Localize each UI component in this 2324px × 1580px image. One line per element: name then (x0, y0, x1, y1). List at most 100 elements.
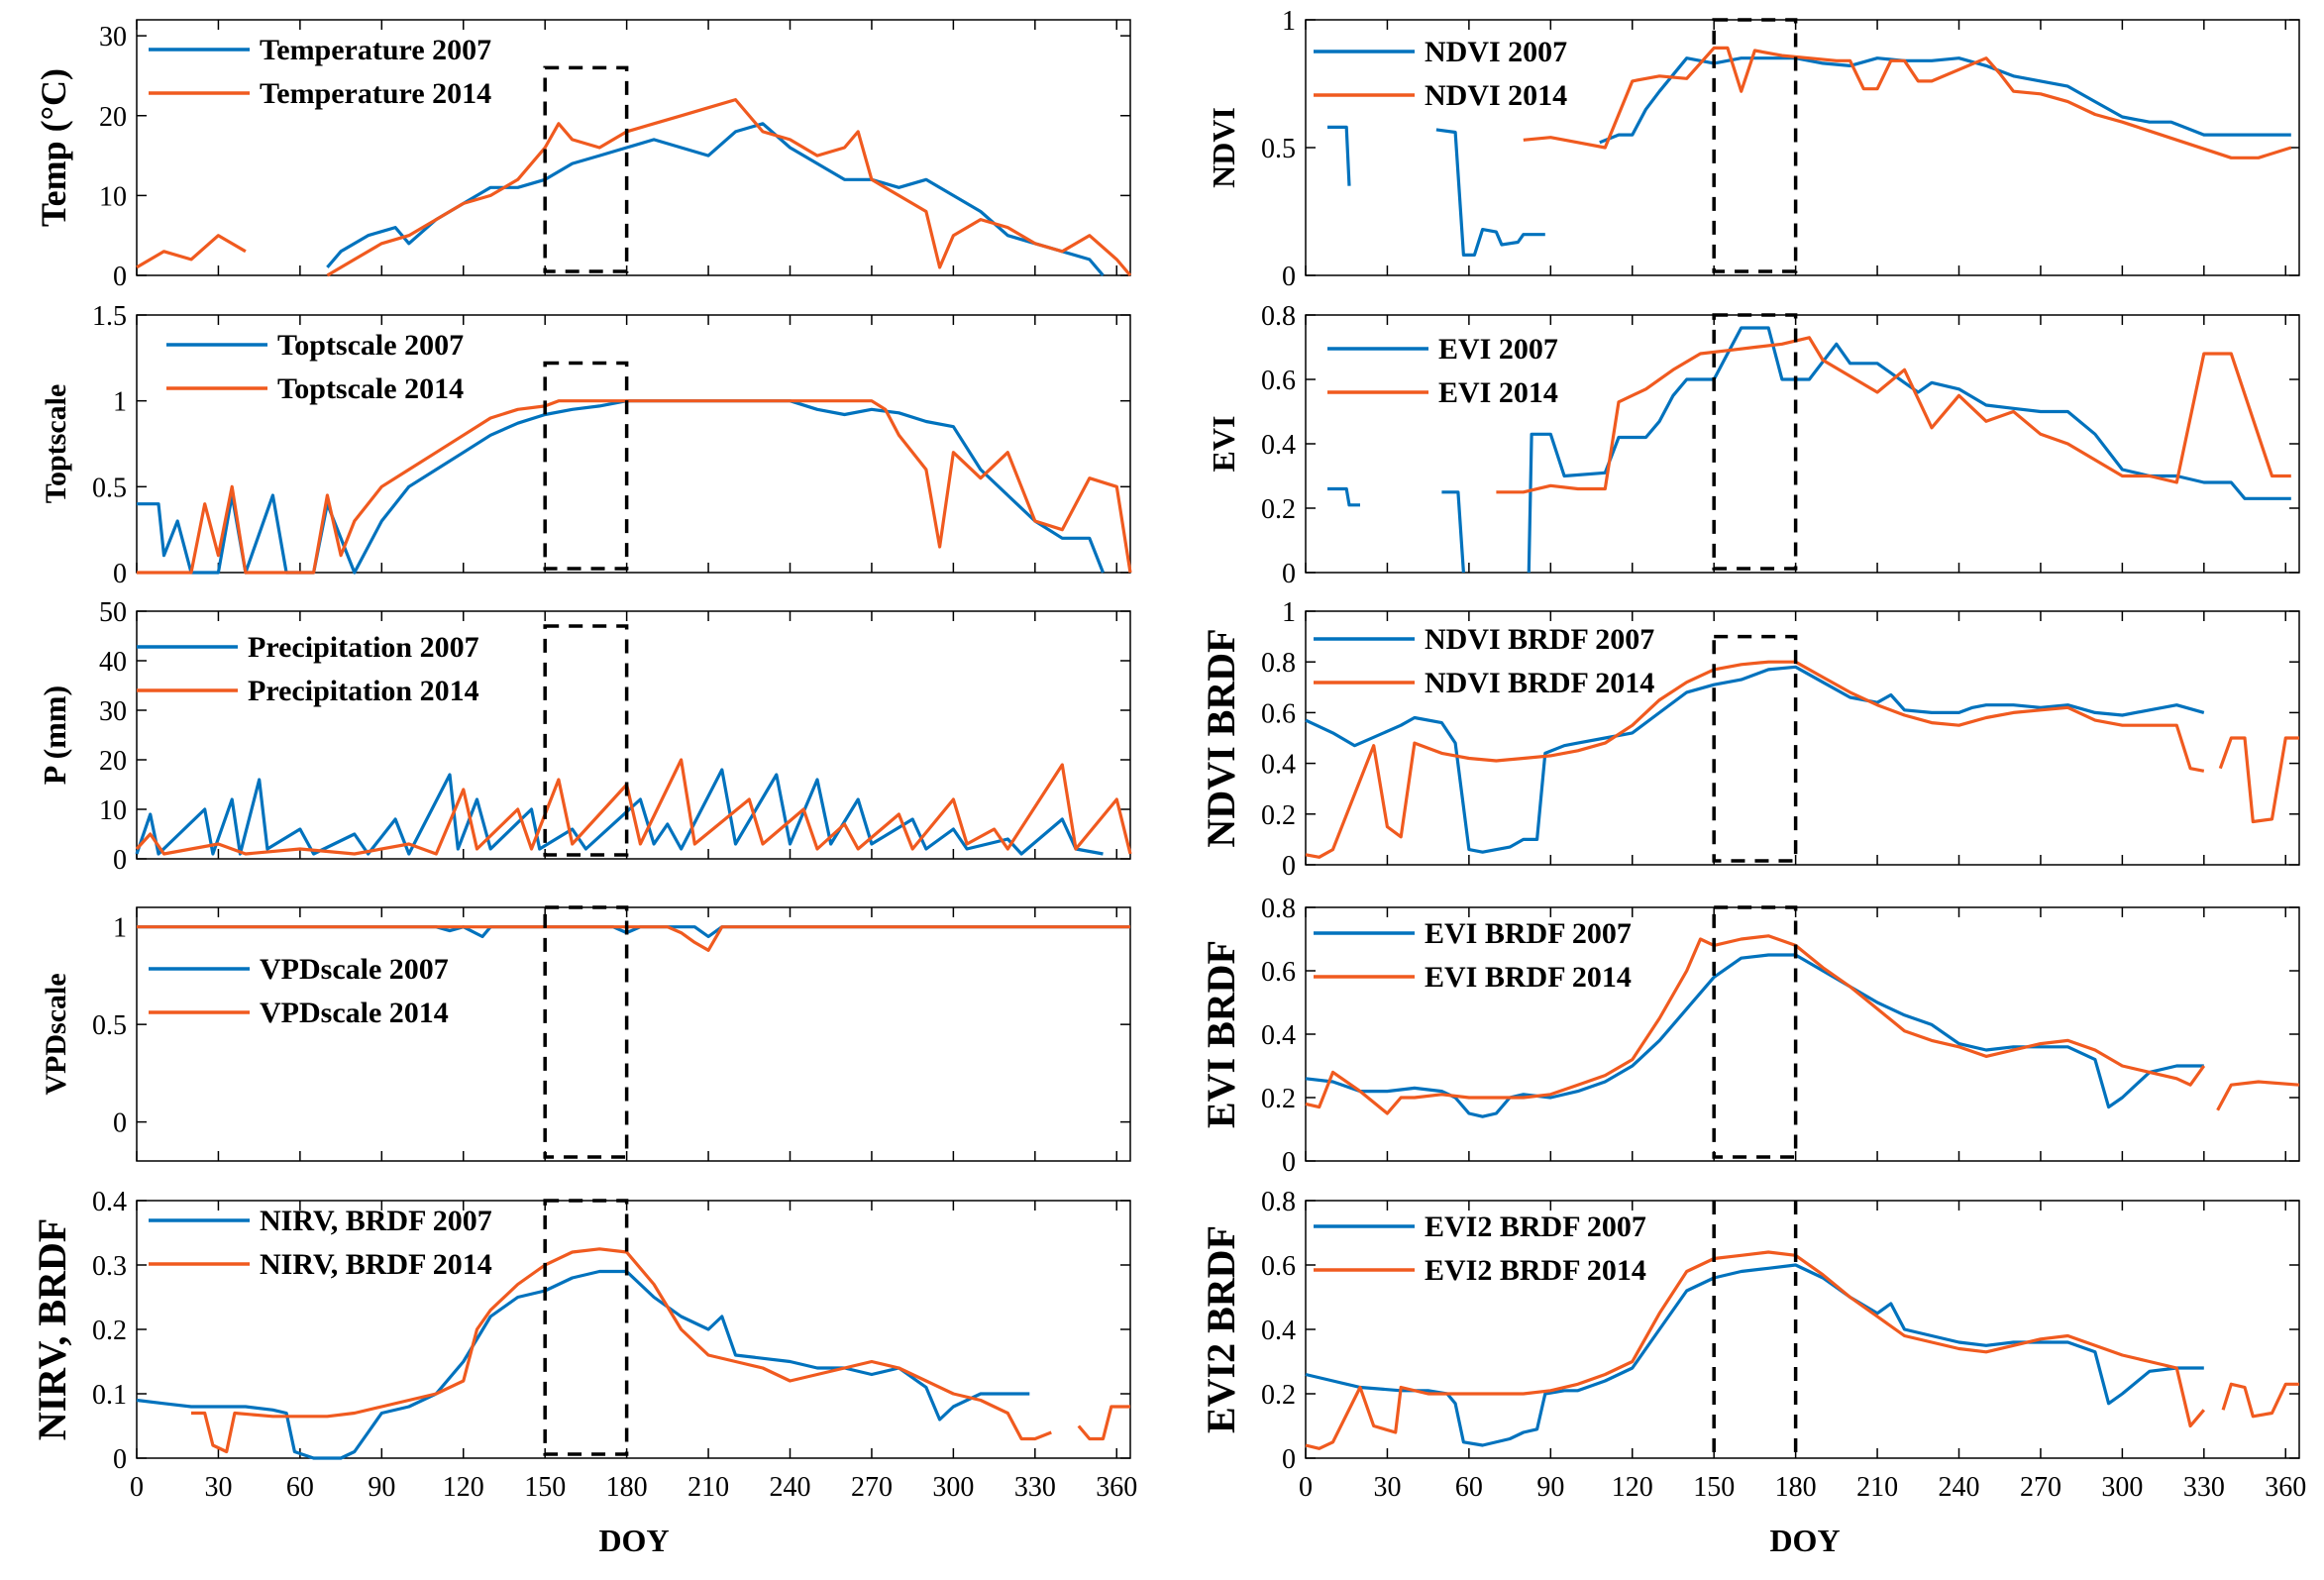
series-line-2007 (1599, 56, 2291, 145)
x-tick-label: 300 (932, 1472, 974, 1503)
y-tick-label: 50 (99, 597, 127, 628)
y-tick-label: 0 (113, 559, 127, 589)
y-axis-label: EVI BRDF (1199, 940, 1243, 1128)
series-line-2014 (137, 925, 1130, 952)
axes-frame (136, 610, 1131, 860)
y-axis-label: P (mm) (37, 685, 72, 785)
y-tick-label: 0.2 (1261, 800, 1296, 831)
series-line-2014 (1077, 1405, 1130, 1441)
panel-precipitation: 0 10 20 30 40 50 P (mm) Precipitation 2007 Preci… (37, 597, 1132, 876)
y-tick-label: 0.2 (1261, 1084, 1296, 1114)
highlight-box (1712, 634, 1798, 863)
y-tick-label: 0.3 (92, 1251, 127, 1282)
x-tick-label: 30 (1373, 1472, 1401, 1503)
series-line-2007 (1527, 326, 2291, 574)
x-tick-label: 270 (2020, 1472, 2061, 1503)
legend-label: Temperature 2007 (260, 34, 491, 66)
y-tick-label: 30 (99, 696, 127, 727)
y-tick-label: 0.1 (92, 1380, 127, 1411)
legend-label: VPDscale 2007 (260, 953, 449, 986)
panel-temperature: 0 10 20 30 Temp (°C) Temperature 2007 Temperat… (34, 19, 1132, 292)
series-line-2014 (1523, 46, 2292, 159)
series-line-2014 (136, 234, 247, 269)
y-tick-label: 0 (1282, 1444, 1296, 1475)
x-tick-label: 0 (130, 1472, 144, 1503)
y-tick-label: 0.5 (92, 1010, 127, 1041)
panel-evi: 0 0.2 0.4 0.6 0.8 EVI EVI 2007 EVI 2014 (1206, 301, 2300, 589)
panel-evi2-brdf: 0 0.2 0.4 0.6 0.8 0 30 60 90 120 150 180 210 240 270 30… (1199, 1187, 2306, 1503)
y-tick-label: 0 (1282, 559, 1296, 589)
legend-label: NDVI BRDF 2007 (1425, 623, 1654, 656)
y-tick-label: 0.5 (92, 473, 127, 503)
y-axis-label: Temp (°C) (34, 68, 73, 227)
x-tick-label: 30 (204, 1472, 232, 1503)
legend-label: Temperature 2014 (260, 77, 491, 110)
x-tick-label: 360 (1096, 1472, 1137, 1503)
series-line-2014 (191, 1247, 1052, 1454)
y-tick-label: 1 (113, 913, 127, 944)
y-tick-label: 0.5 (1261, 134, 1296, 164)
y-tick-label: 0.2 (1261, 494, 1296, 525)
y-tick-label: 10 (99, 795, 127, 826)
panel-ndvi: 0 0.5 1 NDVI NDVI 2007 NDVI 2014 (1206, 6, 2300, 292)
panel-toptscale: 0 0.5 1 1.5 Toptscale Toptscale 2007 Toptscale… (40, 301, 1132, 589)
y-tick-label: 0 (113, 262, 127, 292)
y-tick-label: 1.5 (92, 301, 127, 332)
legend-label: NDVI 2007 (1425, 36, 1567, 68)
x-tick-label: 0 (1299, 1472, 1313, 1503)
y-tick-label: 0.6 (1261, 1251, 1296, 1282)
series-line-2007 (1305, 953, 2204, 1118)
highlight-box (543, 905, 629, 1159)
y-axis-label: NDVI (1206, 107, 1241, 188)
y-tick-label: 0 (113, 845, 127, 876)
y-tick-label: 20 (99, 102, 127, 133)
legend-label: NIRV, BRDF 2007 (260, 1205, 492, 1237)
y-tick-label: 0.2 (92, 1316, 127, 1346)
highlight-box (1712, 905, 1798, 1159)
y-tick-label: 1 (1282, 597, 1296, 628)
series-line-2007 (1441, 490, 1465, 574)
highlight-box (543, 1199, 629, 1456)
y-tick-label: 0 (113, 1108, 127, 1139)
y-axis-label: NDVI BRDF (1199, 628, 1243, 847)
series-line-2007 (1435, 128, 1545, 257)
y-tick-label: 0.4 (1261, 750, 1296, 781)
y-tick-label: 0 (113, 1444, 127, 1475)
series-line-2014 (137, 399, 1132, 575)
legend-label: NDVI BRDF 2014 (1425, 667, 1654, 699)
y-tick-label: 0.4 (1261, 430, 1296, 461)
x-tick-label: 240 (1939, 1472, 1980, 1503)
x-tick-label: 210 (687, 1472, 729, 1503)
series-line-2014 (1305, 660, 2205, 859)
y-tick-label: 1 (113, 387, 127, 418)
legend-label: NIRV, BRDF 2014 (260, 1248, 492, 1281)
x-tick-label: 120 (443, 1472, 484, 1503)
legend-label: Toptscale 2014 (277, 372, 464, 405)
series-line-2014 (1496, 336, 2291, 494)
y-tick-label: 0.4 (92, 1187, 127, 1217)
x-axis-label-right: DOY (1769, 1523, 1840, 1558)
x-axis-label-left: DOY (598, 1523, 669, 1558)
y-tick-label: 0.8 (1261, 301, 1296, 332)
panel-vpdscale: 0 0.5 1 VPDscale VPDscale 2007 VPDscale 2014 (40, 905, 1131, 1162)
highlight-box (543, 624, 629, 857)
highlight-box (543, 65, 629, 273)
y-tick-label: 0.6 (1261, 366, 1296, 396)
y-axis-label: VPDscale (40, 973, 72, 1095)
y-tick-label: 30 (99, 22, 127, 53)
legend-label: EVI BRDF 2007 (1425, 917, 1632, 950)
x-tick-label: 60 (1455, 1472, 1483, 1503)
series-line-2007 (136, 1269, 1030, 1460)
series-line-2014 (2221, 1382, 2299, 1419)
legend-label: Toptscale 2007 (277, 329, 464, 362)
x-tick-label: 180 (606, 1472, 648, 1503)
series-line-2007 (135, 768, 1104, 856)
legend-label: EVI 2014 (1438, 376, 1558, 409)
series-line-2014 (1305, 934, 2206, 1115)
legend-label: VPDscale 2014 (260, 997, 449, 1029)
series-line-2014 (326, 98, 1132, 277)
y-axis-label: NIRV, BRDF (30, 1218, 74, 1441)
x-tick-label: 180 (1775, 1472, 1817, 1503)
panel-nirv-brdf: 0 0.1 0.2 0.3 0.4 0 30 60 90 120 150 180 210 240 270 30… (30, 1187, 1137, 1503)
